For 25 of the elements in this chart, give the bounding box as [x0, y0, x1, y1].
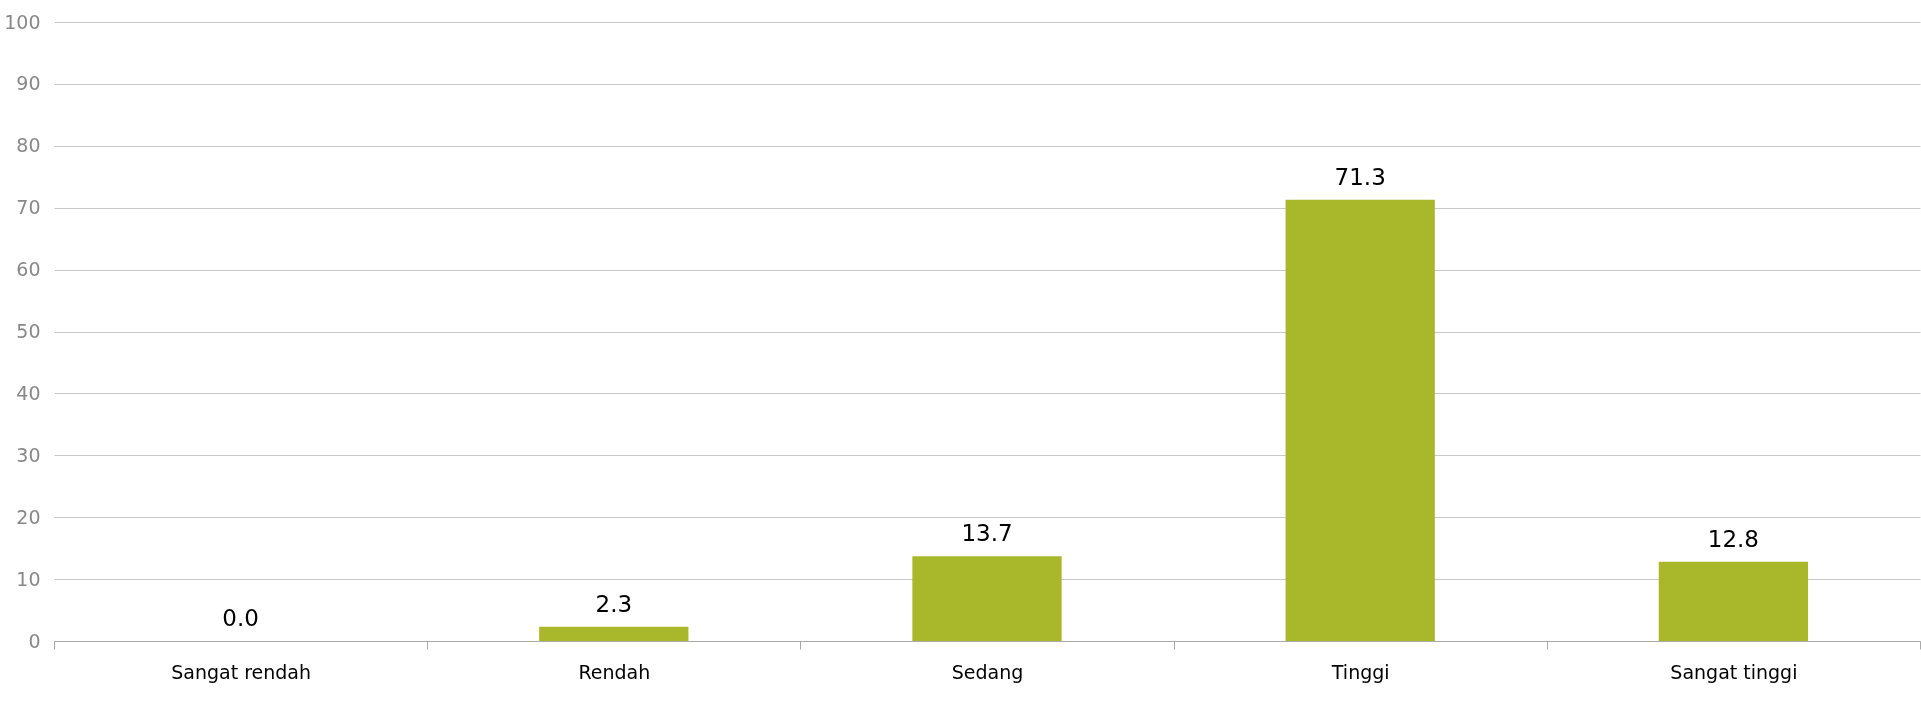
y-tick-label: 50	[16, 320, 41, 342]
y-tick-label: 90	[16, 72, 41, 95]
data-label: 13.7	[961, 520, 1013, 547]
x-tick-label: Rendah	[578, 660, 651, 683]
x-tick-label: Sedang	[951, 660, 1024, 683]
y-tick-label: 60	[16, 258, 41, 281]
y-tick-label: 70	[16, 196, 41, 219]
data-label: 71.3	[1334, 163, 1386, 190]
x-tick-label: Sangat tinggi	[1670, 660, 1798, 683]
y-tick-label: 10	[16, 567, 41, 590]
y-tick-label: 100	[4, 10, 41, 33]
bar	[539, 626, 689, 641]
bar	[1285, 199, 1435, 641]
data-label: 2.3	[595, 590, 633, 617]
y-tick-label: 40	[16, 381, 41, 404]
y-tick-label: 30	[16, 443, 41, 466]
data-label: 12.8	[1707, 525, 1760, 552]
data-label: 0.0	[222, 605, 259, 631]
y-tick-label: 20	[16, 505, 41, 528]
bar	[912, 556, 1062, 641]
bar	[1658, 561, 1809, 641]
y-tick-label: 80	[16, 134, 41, 157]
x-tick-label: Sangat rendah	[171, 660, 312, 683]
x-tick-label: Tinggi	[1330, 660, 1390, 683]
y-tick-label: 0	[28, 629, 41, 652]
